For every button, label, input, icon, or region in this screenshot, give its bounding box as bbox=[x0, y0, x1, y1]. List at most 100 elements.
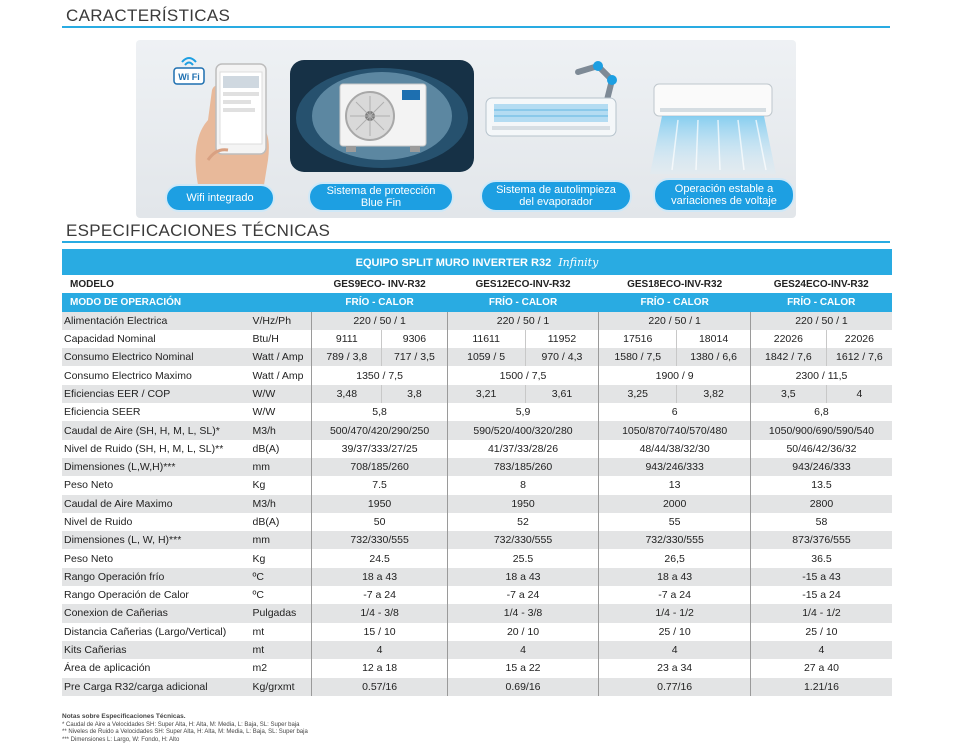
airflow-icon bbox=[648, 80, 778, 174]
spec-unit: mt bbox=[250, 640, 312, 660]
spec-value: 20 / 10 bbox=[446, 622, 599, 641]
spec-value: 23 a 34 bbox=[598, 659, 751, 678]
spec-label: Rango Operación frío bbox=[62, 567, 251, 587]
spec-label: Caudal de Aire Maximo bbox=[62, 494, 251, 513]
spec-value: -7 a 24 bbox=[446, 586, 599, 605]
spec-value: 1050/870/740/570/480 bbox=[598, 421, 751, 440]
table-row: Eficiencia SEER W/W 5,8 5,9 6 6,8 bbox=[62, 403, 892, 422]
spec-value: 24.5 bbox=[311, 549, 448, 568]
spec-unit: Btu/H bbox=[250, 329, 312, 349]
spec-value: 1/4 - 1/2 bbox=[749, 604, 892, 623]
spec-value: 41/37/33/28/26 bbox=[446, 439, 599, 458]
spec-unit: M3/h bbox=[250, 421, 312, 440]
spec-value: 4 bbox=[598, 640, 751, 660]
spec-value: 1900 / 9 bbox=[598, 366, 751, 385]
spec-value: 943/246/333 bbox=[598, 457, 751, 477]
feature-wifi-button[interactable]: Wifi integrado bbox=[165, 184, 275, 212]
table-row: Alimentación Electrica V/Hz/Ph 220 / 50 / … bbox=[62, 311, 892, 330]
spec-label: Distancia Cañerias (Largo/Vertical) bbox=[62, 622, 251, 641]
spec-value: 0.57/16 bbox=[311, 677, 448, 696]
operation-mode-value: FRÍO - CALOR bbox=[447, 293, 599, 312]
model-header: GES24ECO-INV-R32 bbox=[750, 275, 892, 294]
spec-value-heating: 970 / 4,3 bbox=[524, 348, 599, 367]
table-row: Área de aplicación m2 12 a 18 15 a 22 23 a 3… bbox=[62, 659, 892, 678]
table-row: Peso Neto Kg 7.5 8 13 13.5 bbox=[62, 476, 892, 495]
feature-autoclean-button[interactable]: Sistema de autolimpieza del evaporador bbox=[480, 180, 632, 212]
spec-label: Kits Cañerias bbox=[62, 640, 251, 660]
operation-mode-value: FRÍO - CALOR bbox=[598, 293, 751, 312]
spec-value: 1/4 - 3/8 bbox=[446, 604, 599, 623]
spec-label: Dimensiones (L,W,H)*** bbox=[62, 457, 251, 477]
spec-unit: m2 bbox=[250, 659, 312, 678]
operation-mode-label: MODO DE OPERACIÓN bbox=[62, 293, 312, 312]
feature-voltage-button[interactable]: Operación estable a variaciones de volta… bbox=[653, 178, 795, 212]
spec-value: 500/470/420/290/250 bbox=[311, 421, 448, 440]
model-header: GES12ECO-INV-R32 bbox=[447, 275, 599, 294]
spec-label: Consumo Electrico Nominal bbox=[62, 348, 251, 367]
table-row: Dimensiones (L,W,H)*** mm 708/185/260 783/1… bbox=[62, 457, 892, 477]
spec-unit: Kg/grxmt bbox=[250, 677, 312, 696]
spec-value: 18 a 43 bbox=[311, 567, 448, 587]
spec-value-cooling: 1059 / 5 bbox=[446, 348, 526, 367]
spec-value-cooling: 789 / 3,8 bbox=[311, 348, 382, 367]
table-row: Dimensiones (L, W, H)*** mm 732/330/555 732… bbox=[62, 531, 892, 550]
spec-value: 12 a 18 bbox=[311, 659, 448, 678]
spec-value: 220 / 50 / 1 bbox=[446, 311, 599, 330]
spec-value-heating: 18014 bbox=[676, 329, 751, 349]
spec-value: 0.69/16 bbox=[446, 677, 599, 696]
spec-value: 50/46/42/36/32 bbox=[749, 439, 892, 458]
spec-value-heating: 1380 / 6,6 bbox=[676, 348, 751, 367]
spec-value-cooling: 3,5 bbox=[749, 384, 827, 404]
spec-value-heating: 11952 bbox=[524, 329, 599, 349]
spec-value: 8 bbox=[446, 476, 599, 495]
spec-value: 18 a 43 bbox=[598, 567, 751, 587]
spec-label: Rango Operación de Calor bbox=[62, 586, 251, 605]
spec-value: 783/185/260 bbox=[446, 457, 599, 477]
spec-label: Eficiencia SEER bbox=[62, 403, 251, 422]
spec-unit: ºC bbox=[250, 586, 312, 605]
spec-unit: Watt / Amp bbox=[250, 366, 312, 385]
indoor-unit-icon bbox=[482, 60, 632, 150]
spec-value: 25 / 10 bbox=[598, 622, 751, 641]
spec-value: 732/330/555 bbox=[446, 531, 599, 550]
spec-label: Pre Carga R32/carga adicional bbox=[62, 677, 251, 696]
table-row: Kits Cañerias mt 4 4 4 4 bbox=[62, 640, 892, 660]
spec-unit: mm bbox=[250, 531, 312, 550]
spec-value-heating: 3,8 bbox=[381, 384, 448, 404]
spec-value: 4 bbox=[749, 640, 892, 660]
spec-value-heating: 3,61 bbox=[524, 384, 599, 404]
spec-value-cooling: 3,25 bbox=[598, 384, 677, 404]
spec-value: 55 bbox=[598, 512, 751, 532]
spec-label: Conexion de Cañerias bbox=[62, 604, 251, 623]
spec-label: Dimensiones (L, W, H)*** bbox=[62, 531, 251, 550]
spec-value-heating: 1612 / 7,6 bbox=[825, 348, 892, 367]
spec-value: 2000 bbox=[598, 494, 751, 513]
table-row: Rango Operación frío ºC 18 a 43 18 a 43 18 a… bbox=[62, 567, 892, 587]
spec-value: 1950 bbox=[311, 494, 448, 513]
spec-value: 1500 / 7,5 bbox=[446, 366, 599, 385]
spec-value-cooling: 3,48 bbox=[311, 384, 382, 404]
feature-bluefin-button[interactable]: Sistema de protección Blue Fin bbox=[308, 182, 454, 212]
spec-value: 1350 / 7,5 bbox=[311, 366, 448, 385]
operation-mode-value: FRÍO - CALOR bbox=[311, 293, 448, 312]
spec-value: -7 a 24 bbox=[598, 586, 751, 605]
spec-label: Nivel de Ruido (SH, H, M, L, SL)** bbox=[62, 439, 251, 458]
spec-label: Consumo Electrico Maximo bbox=[62, 366, 251, 385]
spec-label: Área de aplicación bbox=[62, 659, 251, 678]
spec-label: Capacidad Nominal bbox=[62, 329, 251, 349]
spec-value: 36.5 bbox=[749, 549, 892, 568]
spec-label: Alimentación Electrica bbox=[62, 311, 251, 330]
spec-value: 943/246/333 bbox=[749, 457, 892, 477]
specs-title-underline bbox=[62, 241, 890, 243]
spec-label: Caudal de Aire (SH, H, M, L, SL)* bbox=[62, 421, 251, 440]
operation-mode-value: FRÍO - CALOR bbox=[750, 293, 892, 312]
spec-value-heating: 22026 bbox=[825, 329, 892, 349]
table-row: Caudal de Aire (SH, H, M, L, SL)* M3/h 500… bbox=[62, 421, 892, 440]
spec-value-cooling: 3,21 bbox=[446, 384, 526, 404]
spec-value: 25.5 bbox=[446, 549, 599, 568]
spec-label: Peso Neto bbox=[62, 476, 251, 495]
spec-unit: M3/h bbox=[250, 494, 312, 513]
spec-unit: W/W bbox=[250, 403, 312, 422]
spec-value: 15 a 22 bbox=[446, 659, 599, 678]
specifications-table: EQUIPO SPLIT MURO INVERTER R32 Infinity … bbox=[62, 249, 892, 696]
